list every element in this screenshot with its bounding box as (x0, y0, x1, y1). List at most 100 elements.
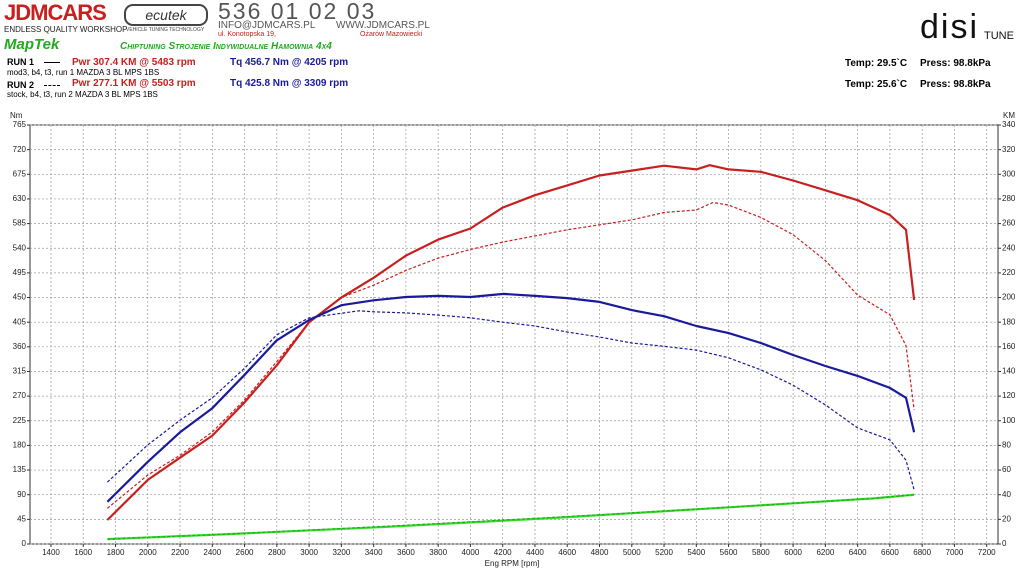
y-tick-label: 450 (13, 293, 27, 302)
x-tick-label: 5000 (623, 548, 641, 557)
run-description: mod3, b4, t3, run 1 MAZDA 3 BL MPS 1BS (7, 68, 160, 77)
y-tick-label: 720 (13, 145, 27, 154)
y-tick-label: 90 (17, 490, 26, 499)
x-tick-label: 2000 (139, 548, 157, 557)
x-tick-label: 6400 (849, 548, 867, 557)
y2-tick-label: 60 (1002, 465, 1011, 474)
y-tick-label: 225 (13, 416, 27, 425)
y-tick-label: 270 (13, 391, 27, 400)
y2-tick-label: 180 (1002, 317, 1016, 326)
run-press: Press: 98.8kPa (920, 58, 991, 69)
disi: disi (920, 8, 980, 46)
x-tick-label: 2200 (171, 548, 189, 557)
x-axis-title: Eng RPM [rpm] (485, 559, 540, 568)
tune: TUNE (984, 30, 1014, 42)
y2-tick-label: 20 (1002, 514, 1011, 523)
y2-tick-label: 0 (1002, 539, 1007, 548)
y-tick-label: 630 (13, 194, 27, 203)
x-tick-label: 3800 (429, 548, 447, 557)
x-tick-label: 5400 (687, 548, 705, 557)
x-tick-label: 2600 (236, 548, 254, 557)
website: WWW.JDMCARS.PL (336, 20, 430, 31)
y2-tick-label: 120 (1002, 391, 1016, 400)
y-tick-label: 45 (17, 514, 26, 523)
city: Ożarów Mazowiecki (360, 31, 423, 38)
x-tick-label: 3200 (332, 548, 350, 557)
x-tick-label: 6800 (913, 548, 931, 557)
ecutek-tagline: VEHICLE TUNING TECHNOLOGY (126, 27, 205, 33)
run-label: RUN 1 (7, 57, 35, 67)
y2-tick-label: 40 (1002, 490, 1011, 499)
maptek: MapTek (4, 36, 60, 53)
run-temp: Temp: 29.5`C (845, 58, 908, 69)
x-tick-label: 6600 (881, 548, 899, 557)
y2-tick-label: 300 (1002, 169, 1016, 178)
series-line (106, 292, 916, 503)
y-axis-title: Nm (10, 111, 23, 120)
x-tick-label: 6000 (784, 548, 802, 557)
run-description: stock, b4, t3, run 2 MAZDA 3 BL MPS 1BS (7, 90, 158, 99)
brand: JDMCARS (4, 0, 107, 25)
y-tick-label: 540 (13, 243, 27, 252)
street: ul. Konotopska 19, (218, 31, 276, 38)
x-tick-label: 3400 (365, 548, 383, 557)
series-line (107, 493, 915, 541)
y2-tick-label: 280 (1002, 194, 1016, 203)
x-tick-label: 1800 (107, 548, 125, 557)
y2-tick-label: 260 (1002, 219, 1016, 228)
x-tick-label: 5600 (720, 548, 738, 557)
email: INFO@JDMCARS.PL (218, 20, 316, 31)
y2-tick-label: 80 (1002, 441, 1011, 450)
y-tick-label: 180 (13, 441, 27, 450)
x-tick-label: 2800 (268, 548, 286, 557)
x-tick-label: 2400 (203, 548, 221, 557)
y2-axis-title: KM (1003, 111, 1015, 120)
run-torque: Tq 425.8 Nm @ 3309 rpm (230, 78, 349, 89)
x-tick-label: 4200 (494, 548, 512, 557)
run-torque: Tq 456.7 Nm @ 4205 rpm (230, 57, 349, 68)
x-tick-label: 3600 (397, 548, 415, 557)
run-power: Pwr 277.1 KM @ 5503 rpm (72, 78, 196, 89)
run-power: Pwr 307.4 KM @ 5483 rpm (72, 57, 196, 68)
brand-tagline: ENDLESS QUALITY WORKSHOP (4, 25, 128, 34)
y-tick-label: 675 (13, 169, 27, 178)
x-tick-label: 4800 (591, 548, 609, 557)
x-tick-label: 7200 (978, 548, 996, 557)
y2-tick-label: 140 (1002, 367, 1016, 376)
run-label: RUN 2 (7, 80, 35, 90)
run-press: Press: 98.8kPa (920, 79, 991, 90)
series-line (106, 310, 915, 490)
x-tick-label: 4600 (558, 548, 576, 557)
x-tick-label: 5800 (752, 548, 770, 557)
run-line-sample (44, 62, 60, 63)
x-tick-label: 3000 (300, 548, 318, 557)
y2-tick-label: 240 (1002, 243, 1016, 252)
y2-tick-label: 320 (1002, 145, 1016, 154)
x-tick-label: 4000 (462, 548, 480, 557)
y-tick-label: 135 (13, 465, 27, 474)
series-line (107, 201, 915, 509)
x-tick-label: 6200 (816, 548, 834, 557)
slogan: Chiptuning Strojenie Indywidualne Hamown… (120, 41, 332, 52)
plot-frame (29, 124, 999, 545)
x-tick-label: 7000 (946, 548, 964, 557)
ecutek-logo: ecutek (124, 4, 208, 26)
y-tick-label: 405 (13, 317, 27, 326)
y-tick-label: 360 (13, 342, 27, 351)
x-tick-label: 5200 (655, 548, 673, 557)
y-tick-label: 315 (13, 367, 27, 376)
y2-tick-label: 160 (1002, 342, 1016, 351)
y2-tick-label: 200 (1002, 293, 1016, 302)
series-line (107, 494, 915, 540)
y2-tick-label: 340 (1002, 120, 1016, 129)
y2-tick-label: 100 (1002, 416, 1016, 425)
y2-tick-label: 220 (1002, 268, 1016, 277)
series-line (106, 164, 916, 521)
phone: 536 01 02 03 (218, 0, 377, 24)
run-temp: Temp: 25.6`C (845, 79, 908, 90)
y-tick-label: 495 (13, 268, 27, 277)
x-tick-label: 1400 (42, 548, 60, 557)
run-line-sample (44, 85, 60, 86)
